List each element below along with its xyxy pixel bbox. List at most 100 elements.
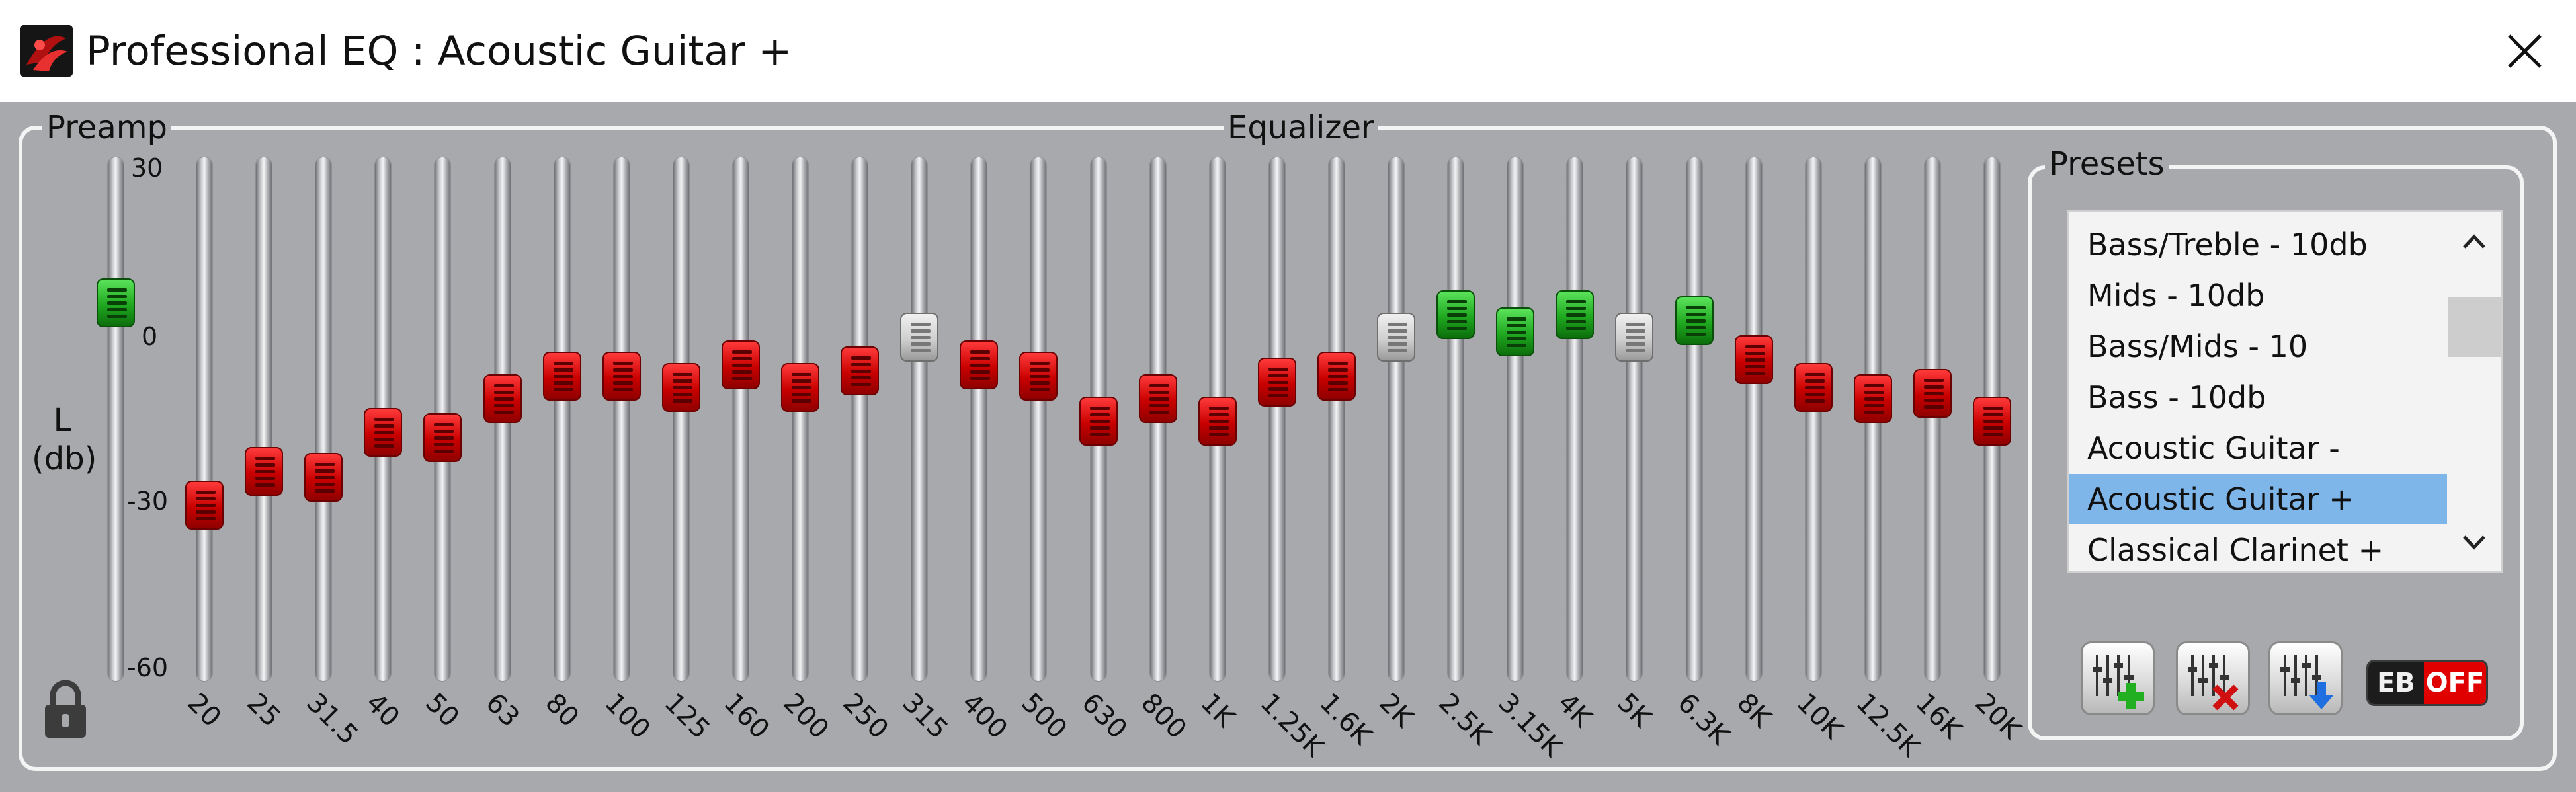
eq-band-1_25K-thumb[interactable] (1258, 357, 1296, 407)
thumb-grip-line (1209, 407, 1229, 411)
eq-band-16K-track[interactable] (1925, 157, 1940, 681)
thumb-grip-line (1030, 362, 1050, 366)
eq-band-6_3K-track[interactable] (1686, 157, 1702, 681)
thumb-grip-line (434, 450, 454, 454)
eq-band-400-track[interactable] (971, 157, 987, 681)
eq-band-500-thumb[interactable] (1019, 352, 1058, 401)
preset-item-selected[interactable]: Acoustic Guitar + (2069, 474, 2447, 524)
presets-scrollbar[interactable] (2447, 212, 2501, 571)
thumb-grip-line (1983, 413, 2003, 417)
preset-item[interactable]: Bass/Mids - 10 (2087, 329, 2308, 364)
scroll-up-button[interactable] (2447, 218, 2501, 264)
thumb-grip-line (1268, 380, 1288, 384)
add-preset-button[interactable] (2081, 641, 2155, 715)
eq-band-500-track[interactable] (1030, 157, 1046, 681)
eq-band-315-thumb[interactable] (900, 313, 938, 362)
lock-icon[interactable] (42, 680, 89, 739)
eq-band-250-thumb[interactable] (841, 346, 879, 395)
eq-band-4K-track[interactable] (1567, 157, 1583, 681)
eq-band-315-track[interactable] (911, 157, 927, 681)
eq-band-100-thumb[interactable] (602, 352, 641, 401)
eq-band-630-thumb[interactable] (1079, 397, 1118, 446)
eq-band-100-track[interactable] (614, 157, 630, 681)
eq-band-5K-track[interactable] (1626, 157, 1642, 681)
eq-band-2K-track[interactable] (1388, 157, 1404, 681)
eq-band-2K-thumb[interactable] (1377, 313, 1415, 362)
eq-band-200-thumb[interactable] (781, 363, 819, 413)
preset-item[interactable]: Bass - 10db (2087, 379, 2266, 415)
eq-band-25-thumb[interactable] (245, 447, 283, 496)
app-logo-icon (20, 25, 73, 77)
presets-label: Presets (2045, 145, 2169, 182)
thumb-grip-line (1268, 374, 1288, 377)
thumb-grip-line (1745, 344, 1765, 348)
eq-band-3_15K-track[interactable] (1507, 157, 1523, 681)
eq-band-160-track[interactable] (733, 157, 749, 681)
thumb-grip-line (1745, 364, 1765, 368)
save-preset-button[interactable] (2268, 641, 2343, 715)
eq-band-10K-thumb[interactable] (1794, 363, 1833, 413)
eq-band-8K-thumb[interactable] (1735, 335, 1773, 384)
thumb-grip-line (434, 443, 454, 447)
eq-band-25-track[interactable] (256, 157, 272, 681)
eq-band-4K-thumb[interactable] (1556, 290, 1594, 340)
eq-band-16K-thumb[interactable] (1913, 368, 1952, 418)
preset-item[interactable]: Mids - 10db (2087, 278, 2265, 313)
eq-band-2_5K-track[interactable] (1448, 157, 1464, 681)
eq-band-1_25K-track[interactable] (1269, 157, 1285, 681)
close-button[interactable] (2473, 0, 2576, 102)
preset-item[interactable]: Bass/Treble - 10db (2087, 227, 2368, 262)
thumb-grip-line (792, 399, 811, 403)
thumb-grip-line (1328, 381, 1348, 385)
delete-preset-button[interactable] (2176, 641, 2250, 715)
eq-band-200-track[interactable] (792, 157, 808, 681)
preset-item[interactable]: Classical Clarinet + (2087, 532, 2384, 568)
eq-band-63-thumb[interactable] (483, 374, 522, 424)
eq-band-125-track[interactable] (673, 157, 689, 681)
eq-band-3_15K-thumb[interactable] (1496, 307, 1534, 356)
eq-band-160-thumb[interactable] (722, 340, 760, 390)
eq-band-20K-thumb[interactable] (1973, 397, 2011, 446)
eq-band-31_5-track[interactable] (315, 157, 331, 681)
eq-band-6_3K-thumb[interactable] (1675, 296, 1714, 345)
eq-band-5K-thumb[interactable] (1615, 313, 1653, 362)
eq-band-8K-track[interactable] (1746, 157, 1762, 681)
thumb-grip-line (851, 369, 871, 373)
thumb-grip-line (1924, 391, 1944, 395)
thumb-grip-line (1209, 426, 1229, 430)
thumb-grip-line (613, 368, 633, 372)
thumb-grip-line (1626, 336, 1645, 339)
presets-list[interactable]: Bass/Treble - 10db Mids - 10db Bass/Mids… (2067, 210, 2503, 573)
preamp-slider-thumb[interactable] (97, 278, 135, 327)
eq-band-12_5K-thumb[interactable] (1854, 374, 1892, 424)
thumb-grip-line (970, 370, 990, 374)
eq-band-40-thumb[interactable] (364, 407, 402, 457)
scroll-thumb[interactable] (2448, 297, 2501, 357)
eq-band-2_5K-thumb[interactable] (1436, 290, 1475, 340)
eq-band-1_6K-thumb[interactable] (1317, 352, 1356, 401)
chevron-up-icon (2463, 234, 2485, 249)
preamp-slider-track[interactable] (108, 157, 124, 681)
preamp-label: Preamp (42, 109, 171, 146)
eq-band-250-track[interactable] (852, 157, 868, 681)
thumb-grip-line (1268, 387, 1288, 391)
eq-band-1_6K-track[interactable] (1329, 157, 1345, 681)
eq-band-400-thumb[interactable] (960, 340, 998, 390)
thumb-grip-line (494, 384, 514, 388)
eq-band-50-thumb[interactable] (423, 413, 462, 463)
eq-band-80-thumb[interactable] (543, 352, 581, 401)
eq-band-20-thumb[interactable] (185, 481, 224, 530)
eb-toggle[interactable]: EB OFF (2366, 660, 2488, 706)
eq-band-10K-track[interactable] (1806, 157, 1821, 681)
eq-band-31_5-thumb[interactable] (304, 452, 343, 502)
thumb-grip-line (1268, 367, 1288, 371)
scroll-down-button[interactable] (2447, 518, 2501, 565)
window-title: Professional EQ : Acoustic Guitar + (86, 28, 792, 75)
thumb-grip-line (1864, 391, 1884, 395)
eq-band-20-track[interactable] (196, 157, 212, 681)
eq-band-125-thumb[interactable] (662, 363, 700, 413)
eq-band-1K-thumb[interactable] (1198, 397, 1237, 446)
eq-band-800-thumb[interactable] (1139, 374, 1177, 424)
preset-item[interactable]: Acoustic Guitar - (2087, 430, 2340, 466)
eq-band-80-track[interactable] (554, 157, 570, 681)
